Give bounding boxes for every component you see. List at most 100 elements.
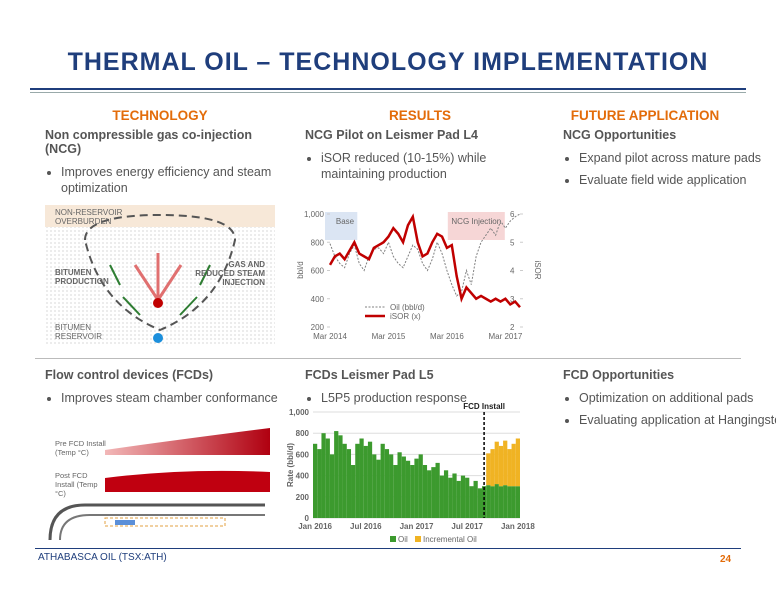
bar — [380, 443, 385, 518]
bar — [355, 443, 360, 518]
y-tick-label: 200 — [296, 493, 310, 502]
bar — [346, 449, 352, 518]
annotation: NCG Injection — [451, 217, 501, 226]
x-tick-label: Jul 2016 — [350, 522, 382, 531]
footer-company: ATHABASCA OIL (TSX:ATH) — [38, 552, 167, 563]
bar — [507, 449, 512, 487]
bar — [427, 470, 432, 518]
diagram-label: Post FCD Install (Temp °C) — [55, 471, 98, 498]
bar — [477, 488, 482, 518]
series-line — [328, 213, 521, 309]
bar — [372, 454, 377, 518]
y-tick-label: 1,000 — [304, 210, 325, 219]
fcd-chart: 0 200 400 600 800 1,000 Rate (bbl/d) Jan 2016 Ju… — [286, 402, 535, 544]
bar — [367, 441, 373, 518]
bar — [435, 462, 440, 518]
bar — [469, 486, 474, 518]
bar — [321, 433, 326, 518]
bar — [486, 453, 491, 486]
text-block: FCD Opportunities Optimization on additio… — [563, 368, 776, 434]
legend-label: iSOR (x) — [390, 312, 421, 321]
bar — [329, 454, 335, 518]
bar — [515, 486, 520, 518]
legend-label: Incremental Oil — [423, 535, 477, 544]
y-tick-label: 800 — [296, 429, 310, 438]
bullet: Improves steam chamber conformance — [61, 390, 290, 406]
bar — [405, 460, 411, 518]
bar — [507, 486, 512, 518]
bullet: Optimization on additional pads — [579, 390, 776, 406]
bar — [338, 435, 343, 518]
bar — [465, 477, 470, 518]
bullet: Improves energy efficiency and steam opt… — [61, 164, 290, 196]
bar — [393, 465, 398, 518]
bar — [498, 445, 504, 487]
bar — [498, 486, 504, 518]
legend-swatch — [390, 536, 396, 542]
bar — [422, 465, 428, 518]
annotation: Base — [336, 217, 355, 226]
bar — [359, 438, 364, 518]
block-heading: NCG Opportunities — [563, 128, 677, 142]
x-tick-label: Mar 2015 — [372, 332, 406, 341]
column-header: FUTURE APPLICATION — [570, 108, 720, 123]
bullet-list: iSOR reduced (10-15%) while maintaining … — [305, 150, 550, 182]
y-axis-label: Rate (bbl/d) — [286, 443, 295, 487]
annotation: FCD Install — [463, 402, 505, 411]
bar — [414, 458, 419, 518]
bar — [363, 445, 368, 518]
bar — [503, 440, 508, 486]
y2-axis-label: iSOR — [533, 260, 542, 279]
y-tick-label: 1,000 — [289, 408, 310, 417]
x-tick-label: Jan 2016 — [298, 522, 332, 531]
rule — [30, 88, 746, 90]
slide-title: THERMAL OIL – TECHNOLOGY IMPLEMENTATION — [67, 48, 709, 76]
bar — [511, 443, 516, 487]
text-block: NCG Pilot on Leismer Pad L4 iSOR reduced … — [305, 128, 550, 188]
bar — [401, 456, 406, 518]
bullet: Evaluate field wide application — [579, 172, 776, 188]
bar — [431, 467, 436, 518]
bullet: iSOR reduced (10-15%) while maintaining … — [321, 150, 550, 182]
block-heading: NCG Pilot on Leismer Pad L4 — [305, 128, 478, 142]
page-number: 24 — [720, 554, 732, 565]
x-tick-label: Mar 2016 — [430, 332, 464, 341]
bar — [389, 454, 394, 518]
bar — [494, 441, 499, 485]
bar — [325, 438, 330, 518]
bar — [490, 449, 495, 487]
block-heading: FCDs Leismer Pad L5 — [305, 368, 434, 382]
y-tick-label: 600 — [296, 450, 310, 459]
diagram-label: NON-RESERVOIR OVERBURDEN — [55, 208, 123, 226]
rule — [30, 92, 746, 93]
bullet-list: Optimization on additional pads Evaluatin… — [563, 390, 776, 428]
ncg-chart: Base NCG Injection 200 400 600 800 1,000 2 3 4 5 6 b… — [296, 210, 542, 341]
bar — [334, 431, 339, 518]
diagram-label: BITUMEN PRODUCTION — [55, 268, 109, 286]
bullet: L5P5 production response — [321, 390, 550, 406]
diagram-label: BITUMEN RESERVOIR — [55, 323, 102, 341]
shade — [325, 212, 358, 240]
bar — [313, 443, 318, 518]
bar — [397, 452, 402, 518]
bar — [384, 449, 390, 518]
ncg-diagram: NON-RESERVOIR OVERBURDEN BITUMEN PRODUCTIO… — [45, 205, 275, 345]
diagram-label: GAS AND REDUCED STEAM INJECTION — [195, 260, 265, 287]
y2-tick-label: 4 — [510, 267, 515, 276]
x-tick-label: Jan 2018 — [501, 522, 535, 531]
rule — [35, 548, 741, 549]
bar — [418, 454, 423, 518]
bullet-list: Improves steam chamber conformance — [45, 390, 290, 406]
y-tick-label: 400 — [296, 472, 310, 481]
bullet-list: Expand pilot across mature pads Evaluate … — [563, 150, 776, 188]
y-tick-label: 800 — [311, 238, 325, 247]
y-tick-label: 0 — [305, 514, 310, 523]
bar — [515, 438, 520, 487]
y-tick-label: 600 — [311, 267, 325, 276]
y-tick-label: 200 — [311, 323, 325, 332]
text-block: Flow control devices (FCDs) Improves stea… — [45, 368, 290, 412]
y2-tick-label: 5 — [510, 238, 515, 247]
divider — [35, 358, 741, 359]
bullet-list: Improves energy efficiency and steam opt… — [45, 164, 290, 196]
block-heading: FCD Opportunities — [563, 368, 675, 382]
